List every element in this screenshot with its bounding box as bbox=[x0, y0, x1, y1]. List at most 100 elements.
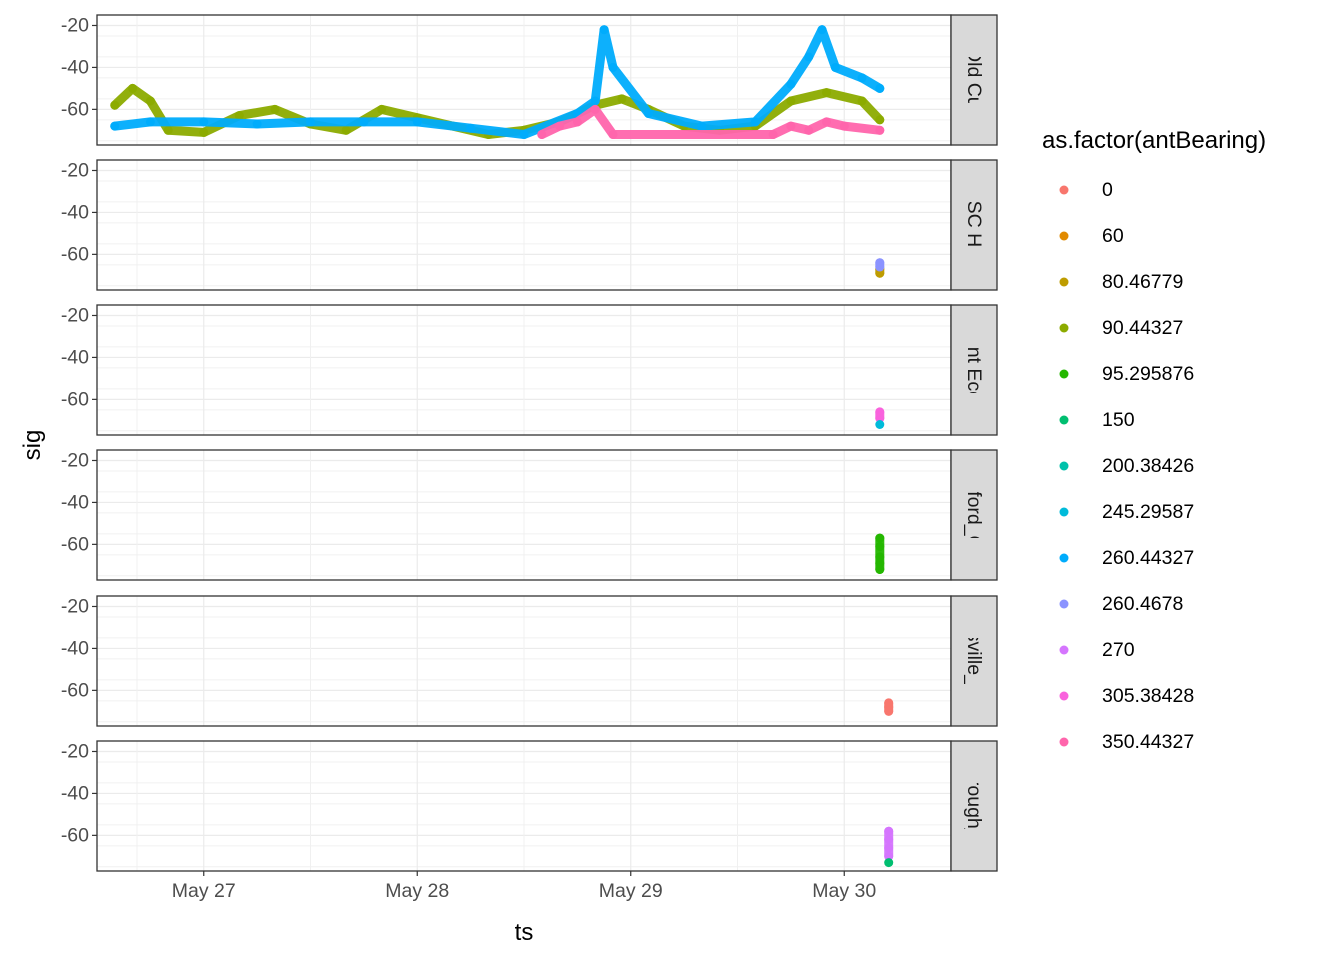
point-260_44327-panel-0-14 bbox=[697, 121, 707, 131]
point-90_44327-panel-0-5 bbox=[234, 111, 244, 121]
legend-key-9 bbox=[1059, 599, 1069, 609]
panel-4-y-tick-label: -60 bbox=[61, 679, 89, 701]
legend-label-8: 260.44327 bbox=[1102, 547, 1194, 569]
point-95_295876-panel-3-3 bbox=[875, 558, 885, 568]
legend-key-0 bbox=[1059, 185, 1069, 195]
point-350_44327-panel-0-3 bbox=[590, 104, 600, 114]
point-260_44327-panel-0-20 bbox=[857, 73, 867, 83]
panel-4-strip bbox=[950, 595, 998, 727]
panel-3-strip-label: aterford_Qua bbox=[963, 458, 985, 573]
point-260_44327-panel-0-12 bbox=[608, 62, 618, 72]
panel-2-y-tick-label: -40 bbox=[61, 346, 89, 368]
point-150-panel-5-0 bbox=[884, 858, 894, 868]
panel-0-y-tick-label: -20 bbox=[61, 14, 89, 36]
point-260_44327-panel-0-15 bbox=[750, 117, 760, 127]
legend-key-11 bbox=[1059, 691, 1069, 701]
panel-1-y-tick-label: -40 bbox=[61, 201, 89, 223]
point-350_44327-panel-0-4 bbox=[608, 130, 618, 139]
x-axis-title: ts bbox=[515, 919, 534, 946]
panel-2-y-tick-label: -20 bbox=[61, 304, 89, 326]
point-260_44327-panel-0-11 bbox=[599, 25, 609, 35]
panel-0-y-tick-label: -40 bbox=[61, 56, 89, 78]
point-270-panel-5-3 bbox=[884, 851, 894, 861]
panel-4-y-tick-label: -20 bbox=[61, 595, 89, 617]
point-350_44327-panel-0-2 bbox=[572, 117, 582, 127]
panel-5-y-tick-label: -60 bbox=[61, 824, 89, 846]
panel-3-strip bbox=[950, 449, 998, 581]
x-tick-label: May 30 bbox=[812, 880, 876, 902]
point-260_44327-panel-0-1 bbox=[145, 117, 155, 127]
legend-key-10 bbox=[1059, 645, 1069, 655]
legend-key-1 bbox=[1059, 231, 1069, 241]
point-260_44327-panel-0-21 bbox=[875, 83, 885, 93]
legend-label-1: 60 bbox=[1102, 225, 1124, 247]
panel-5-y-tick-label: -40 bbox=[61, 782, 89, 804]
legend-key-5 bbox=[1059, 415, 1069, 425]
x-tick-label: May 28 bbox=[385, 880, 449, 902]
point-260_44327-panel-0-8 bbox=[519, 130, 529, 139]
legend-label-0: 0 bbox=[1102, 179, 1113, 201]
point-350_44327-panel-0-0 bbox=[537, 130, 547, 139]
point-270-panel-5-1 bbox=[884, 835, 894, 844]
point-260_44327-panel-0-0 bbox=[110, 121, 120, 131]
point-350_44327-panel-0-1 bbox=[555, 121, 565, 131]
point-0-panel-4-2 bbox=[884, 706, 894, 716]
point-90_44327-panel-0-6 bbox=[270, 104, 280, 114]
point-90_44327-panel-0-24 bbox=[875, 115, 885, 125]
panel-1-strip-label: BSC HQ bbox=[963, 188, 985, 263]
point-260_44327-panel-0-16 bbox=[786, 79, 796, 89]
panel-5-y-tick-label: -20 bbox=[61, 740, 89, 762]
point-90_44327-panel-0-21 bbox=[786, 96, 796, 106]
legend-label-5: 150 bbox=[1102, 409, 1135, 431]
point-270-panel-5-2 bbox=[884, 843, 894, 853]
point-260_44327-panel-0-13 bbox=[644, 109, 653, 118]
point-90_44327-panel-0-0 bbox=[110, 100, 120, 110]
series-band-260_44327-panel-0 bbox=[110, 25, 885, 139]
point-90_44327-panel-0-3 bbox=[163, 125, 173, 135]
point-260_44327-panel-0-18 bbox=[817, 25, 827, 35]
point-90_44327-panel-0-1 bbox=[128, 83, 138, 93]
point-260_44327-panel-0-17 bbox=[804, 52, 814, 62]
point-90_44327-panel-0-16 bbox=[617, 94, 627, 104]
point-90_44327-panel-0-4 bbox=[199, 127, 209, 137]
point-260_44327-panel-0-7 bbox=[466, 123, 476, 133]
legend-key-12 bbox=[1059, 737, 1069, 747]
panel-2-y-tick-label: -60 bbox=[61, 388, 89, 410]
point-260_44327-panel-0-10 bbox=[590, 96, 600, 106]
point-350_44327-panel-0-10 bbox=[875, 125, 885, 135]
legend-label-6: 200.38426 bbox=[1102, 455, 1194, 477]
panel-2-strip-label: Point Eco-A bbox=[963, 319, 985, 422]
panel-0-y-tick-label: -60 bbox=[61, 98, 89, 120]
legend-label-7: 245.29587 bbox=[1102, 501, 1194, 523]
panel-3-y-tick-label: -60 bbox=[61, 533, 89, 555]
legend-key-4 bbox=[1059, 369, 1069, 379]
x-tick-label: May 27 bbox=[172, 880, 236, 902]
point-260_44327-panel-0-6 bbox=[412, 117, 422, 127]
legend-key-6 bbox=[1059, 461, 1069, 471]
point-90_44327-panel-0-8 bbox=[341, 125, 351, 135]
point-350_44327-panel-0-8 bbox=[822, 117, 831, 127]
point-245_29587-panel-2-0 bbox=[875, 420, 885, 429]
panel-3-y-tick-label: -40 bbox=[61, 491, 89, 513]
panel-2-strip bbox=[950, 304, 998, 436]
point-350_44327-panel-0-9 bbox=[839, 121, 849, 131]
point-90_44327-panel-0-2 bbox=[145, 96, 155, 106]
legend-label-10: 270 bbox=[1102, 639, 1135, 661]
panel-0-strip bbox=[950, 14, 998, 146]
legend-key-7 bbox=[1059, 507, 1069, 517]
panel-3-y-tick-label: -20 bbox=[61, 449, 89, 471]
point-90_44327-panel-0-9 bbox=[377, 104, 387, 114]
legend-label-12: 350.44327 bbox=[1102, 731, 1194, 753]
point-80_46779-panel-1-1 bbox=[875, 268, 885, 278]
point-350_44327-panel-0-7 bbox=[804, 125, 814, 135]
point-260_44327-panel-0-5 bbox=[359, 117, 369, 127]
y-axis-title: sig bbox=[19, 430, 46, 461]
point-95_295876-panel-3-4 bbox=[875, 565, 885, 574]
point-90_44327-panel-0-22 bbox=[822, 88, 831, 98]
point-270-panel-5-0 bbox=[884, 826, 894, 836]
legend-label-3: 90.44327 bbox=[1102, 317, 1183, 339]
legend-label-2: 80.46779 bbox=[1102, 271, 1183, 293]
point-95_295876-panel-3-1 bbox=[875, 542, 885, 551]
panel-1-y-tick-label: -60 bbox=[61, 243, 89, 265]
